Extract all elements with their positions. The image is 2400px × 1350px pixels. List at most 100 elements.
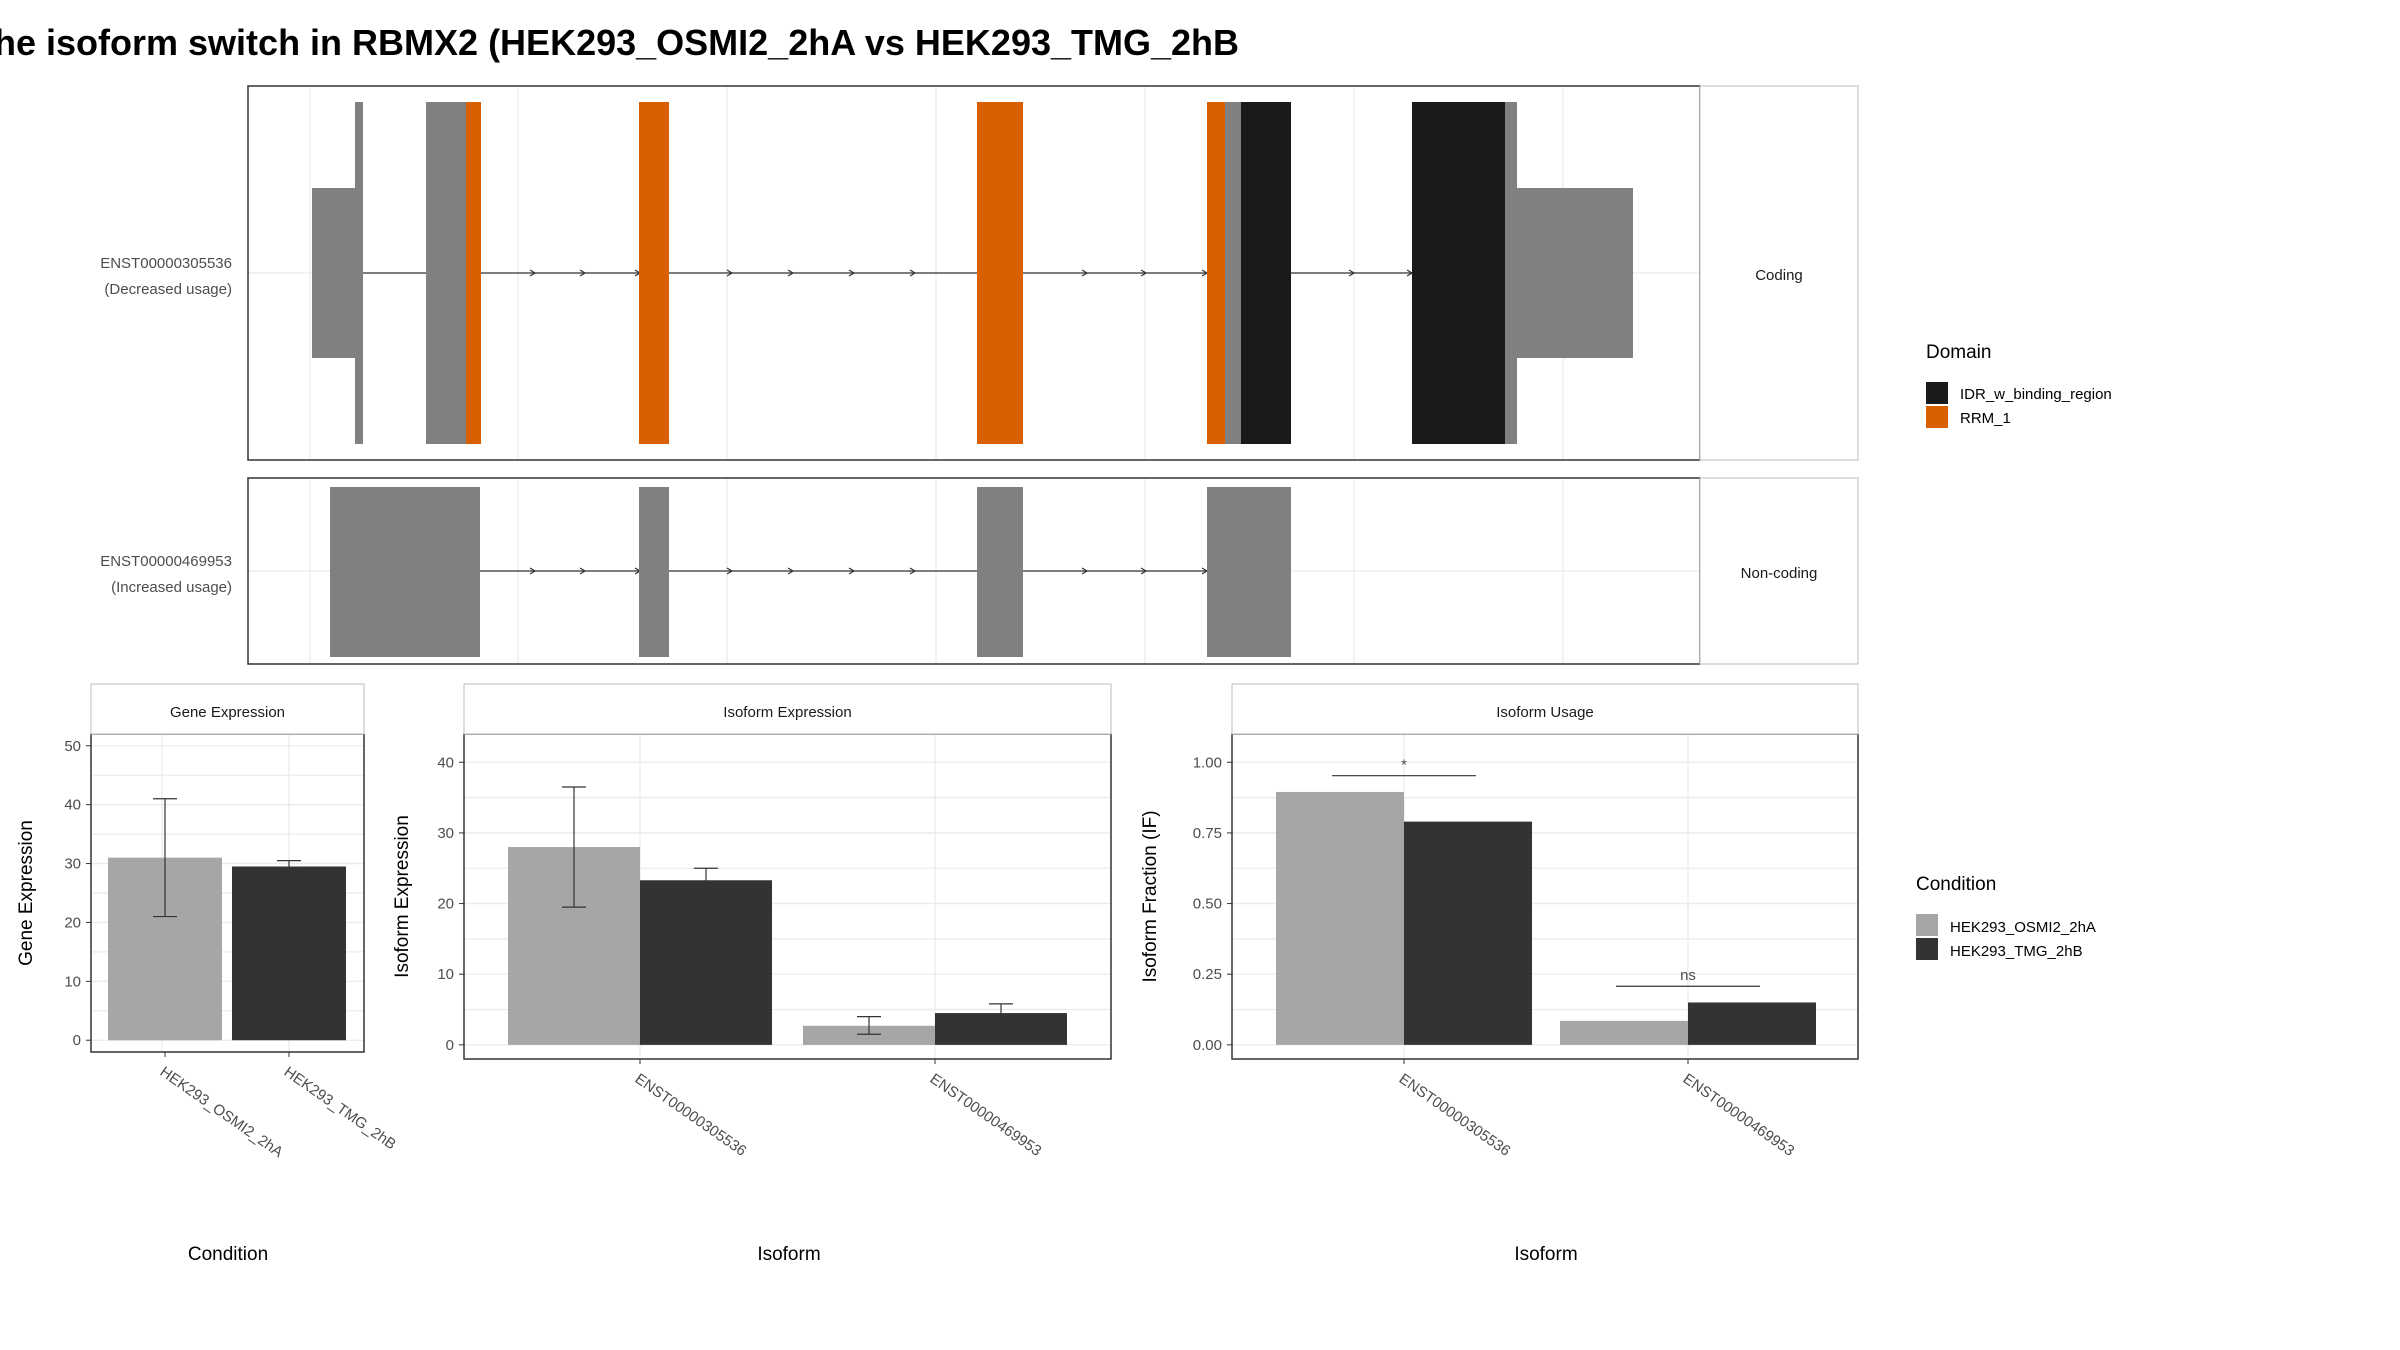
y-tick-label: 0 [73,1032,81,1049]
legend-swatch-rrm [1926,406,1948,428]
x-tick-label: ENST00000305536 [632,1070,750,1160]
exon-block [1207,102,1225,444]
panel-strip [1231,683,1859,735]
exon-block [1241,102,1291,444]
intron-arrow [529,567,537,575]
y-tick-label: 40 [64,797,81,814]
intron-arrow [848,567,856,575]
domain-legend: Domain IDR_w_binding_region RRM_1 [1926,342,2112,428]
y-tick-label: 0.00 [1193,1037,1222,1054]
legend-swatch-idr [1926,382,1948,404]
exon-block [977,102,1023,444]
intron-arrow [726,269,734,277]
exon-block [639,487,669,657]
x-axis-title: Condition [188,1244,268,1265]
exon-block [1225,102,1241,444]
intron-arrow [1081,269,1089,277]
strip-noncoding [1699,477,1859,665]
exon-block [466,102,481,444]
bar [1404,821,1532,1045]
legend-swatch-cond-a [1916,914,1938,936]
transcript-structure-panel: Coding Non-coding ENST00000305536 (Decre… [100,85,1859,665]
y-tick-label: 30 [437,825,454,842]
exon-block [977,487,1023,657]
x-tick-label: HEK293_TMG_2hB [281,1063,399,1153]
panel-strip-label: Isoform Usage [1496,704,1594,721]
figure-title: he isoform switch in RBMX2 (HEK293_OSMI2… [0,22,1239,63]
intron-arrow [529,269,537,277]
y-tick-label: 0.50 [1193,896,1222,913]
y-tick-label: 0 [446,1037,454,1054]
bar [1560,1020,1688,1045]
bar [1276,791,1404,1045]
x-axis-title: Isoform [1514,1244,1577,1265]
intron-arrow [579,269,587,277]
legend-label-cond-b: HEK293_TMG_2hB [1950,943,2083,960]
x-axis-title: Isoform [757,1244,820,1265]
bar [803,1025,935,1045]
transcript-label-usage: (Decreased usage) [104,281,232,298]
y-tick-label: 10 [437,966,454,983]
intron-arrow [1348,269,1356,277]
y-tick-label: 50 [64,738,81,755]
panel-strip-label: Isoform Expression [723,704,851,721]
x-tick-label: ENST00000305536 [1396,1070,1514,1160]
significance-label: ns [1680,967,1696,984]
y-tick-label: 30 [64,856,81,873]
intron-arrow [787,567,795,575]
exon-block [1505,102,1517,444]
condition-legend: Condition HEK293_OSMI2_2hA HEK293_TMG_2h… [1916,874,2096,960]
intron-arrow [726,567,734,575]
y-tick-label: 0.25 [1193,966,1222,983]
y-tick-label: 10 [64,973,81,990]
domain-legend-title: Domain [1926,342,1991,363]
y-tick-label: 40 [437,754,454,771]
y-axis-title: Isoform Fraction (IF) [1140,810,1161,982]
chart-panel-1: 0 10 20 30 40 50 Gene Expression HEK293_OSMI2_2… [16,683,399,1265]
y-tick-label: 1.00 [1193,754,1222,771]
exon-block [426,102,466,444]
exon-block [1517,188,1633,358]
strip-coding-label: Coding [1755,267,1803,284]
exon-block [1412,102,1505,444]
exon-block [355,102,363,444]
exon-block [1207,487,1291,657]
intron-arrow [848,269,856,277]
y-tick-label: 0.75 [1193,825,1222,842]
y-axis-title: Gene Expression [16,820,37,966]
strip-noncoding-label: Non-coding [1741,565,1818,582]
legend-swatch-cond-b [1916,938,1938,960]
strip-coding [1699,85,1859,461]
panel-strip [90,683,365,735]
panel-strip [463,683,1112,735]
transcript-shapes [312,102,1633,657]
chart-panel-3: 0.00 0.25 0.50 0.75 1.00 * ns Isoform Usage ENST… [1140,683,1859,1265]
intron-arrow [909,269,917,277]
y-tick-label: 20 [64,914,81,931]
exon-block [639,102,669,444]
intron-arrow [909,567,917,575]
panel-strip-label: Gene Expression [170,704,285,721]
y-tick-label: 20 [437,896,454,913]
condition-legend-title: Condition [1916,874,1996,895]
bar [1688,1002,1816,1045]
intron-arrow [1140,269,1148,277]
intron-arrow [1081,567,1089,575]
exon-block [312,188,362,358]
intron-arrow [1140,567,1148,575]
bar [640,880,772,1045]
transcript-label-id: ENST00000469953 [100,553,232,570]
x-tick-label: ENST00000469953 [927,1070,1045,1160]
x-tick-label: HEK293_OSMI2_2hA [157,1063,286,1161]
intron-arrow [579,567,587,575]
intron-arrow [787,269,795,277]
legend-label-cond-a: HEK293_OSMI2_2hA [1950,919,2096,936]
legend-label-idr: IDR_w_binding_region [1960,386,2112,403]
bar [232,866,346,1041]
significance-label: * [1401,757,1407,774]
y-axis-title: Isoform Expression [392,815,413,978]
chart-panel-2: 0 10 20 30 40 Isoform Expression ENST000003055… [392,683,1112,1265]
x-tick-label: ENST00000469953 [1680,1070,1798,1160]
